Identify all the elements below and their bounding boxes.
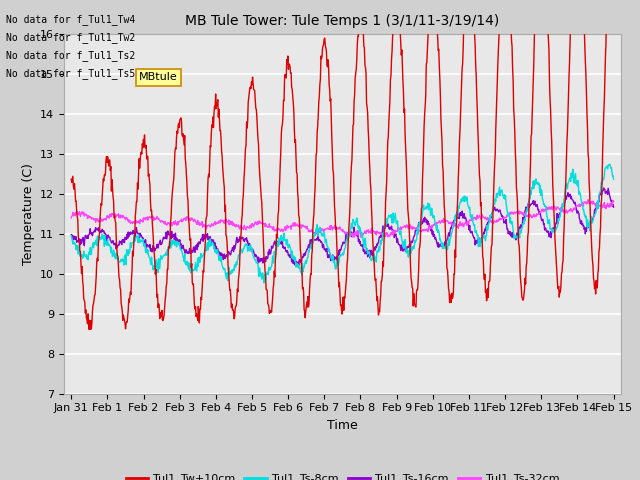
Text: No data for f_Tul1_Tw4: No data for f_Tul1_Tw4: [6, 13, 136, 24]
Text: No data for f_Tul1_Ts5: No data for f_Tul1_Ts5: [6, 68, 136, 79]
Legend: Tul1_Tw+10cm, Tul1_Ts-8cm, Tul1_Ts-16cm, Tul1_Ts-32cm: Tul1_Tw+10cm, Tul1_Ts-8cm, Tul1_Ts-16cm,…: [121, 469, 564, 480]
Text: No data for f_Tul1_Ts2: No data for f_Tul1_Ts2: [6, 50, 136, 61]
Text: MBtule: MBtule: [139, 72, 178, 83]
Title: MB Tule Tower: Tule Temps 1 (3/1/11-3/19/14): MB Tule Tower: Tule Temps 1 (3/1/11-3/19…: [185, 14, 500, 28]
Text: No data for f_Tul1_Tw2: No data for f_Tul1_Tw2: [6, 32, 136, 43]
X-axis label: Time: Time: [327, 419, 358, 432]
Y-axis label: Temperature (C): Temperature (C): [22, 163, 35, 264]
